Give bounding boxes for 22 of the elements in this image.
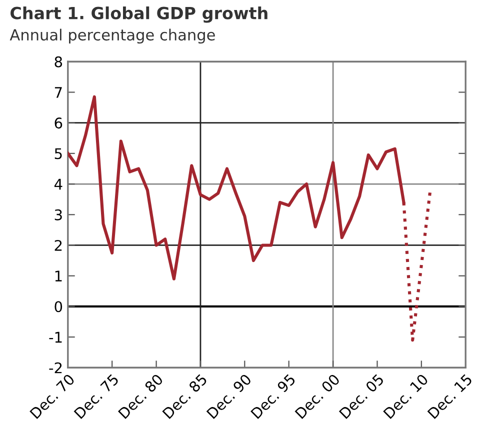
x-tick-label: Dec. 70 (29, 373, 76, 420)
x-tick-label: Dec. 15 (427, 374, 473, 420)
x-tick-label: Dec. 95 (250, 374, 296, 420)
chart-title: Chart 1. Global GDP growth (10, 6, 268, 23)
y-tick-label: 8 (54, 56, 62, 68)
x-tick-label: Dec. 10 (382, 373, 429, 420)
x-tick-label: Dec. 00 (294, 373, 340, 420)
x-tick-label: Dec. 90 (206, 373, 252, 420)
y-tick-label: 3 (54, 209, 62, 220)
y-tick-label: 2 (54, 240, 62, 251)
x-tick-label: Dec. 75 (74, 374, 120, 420)
y-tick-label: 6 (54, 118, 62, 129)
chart-subtitle: Annual percentage change (10, 28, 215, 44)
y-tick-label: 1 (55, 270, 62, 282)
y-tick-label: 4 (54, 178, 62, 190)
y-tick-label: -1 (49, 332, 62, 343)
y-tick-label: 7 (54, 87, 62, 98)
y-tick-label: -2 (49, 362, 62, 374)
x-tick-label: Dec. 85 (162, 374, 208, 420)
y-tick-label: 5 (54, 148, 62, 160)
x-tick-label: Dec. 05 (338, 374, 384, 420)
y-tick-label: 0 (54, 301, 62, 312)
